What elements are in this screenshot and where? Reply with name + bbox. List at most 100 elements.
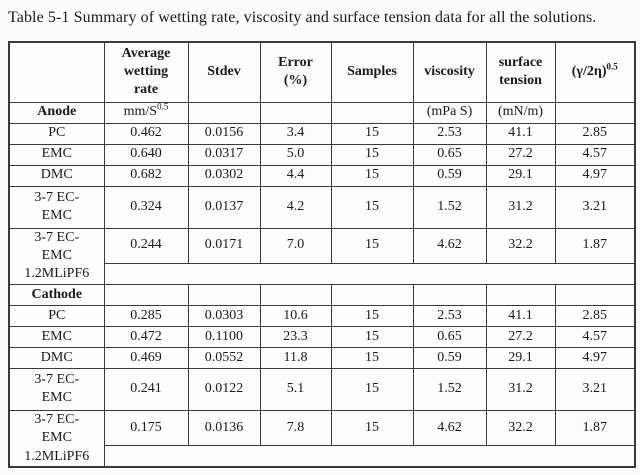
- empty-cell: [187, 283, 261, 306]
- cell-samples: 15: [330, 122, 414, 145]
- table-caption: Table 5-1 Summary of wetting rate, visco…: [8, 9, 597, 26]
- cell-samples: 15: [330, 346, 414, 369]
- cell-samples: 15: [330, 164, 414, 187]
- cell-viscosity: 1.52: [412, 185, 487, 229]
- cell-viscosity: 0.59: [412, 164, 487, 187]
- cell-ratio: 4.97: [554, 346, 636, 369]
- cell-avg: 0.462: [103, 122, 189, 145]
- cell-samples: 15: [330, 367, 414, 411]
- units-row: Anode mm/S0.5 (mPa S) (mN/m): [8, 101, 636, 124]
- cell-viscosity: 4.62: [412, 227, 487, 264]
- cell-avg: 0.640: [103, 143, 189, 166]
- row-label: EMC: [8, 143, 105, 166]
- cell-avg: 0.472: [103, 325, 189, 348]
- cell-samples: 15: [330, 409, 414, 447]
- cell-stdev: 0.0136: [187, 409, 261, 447]
- cell-viscosity: 1.52: [412, 367, 487, 411]
- header-ratio: (γ/2η)0.5: [554, 41, 636, 103]
- row-label: DMC: [8, 164, 105, 187]
- cell-avg: 0.324: [103, 185, 189, 229]
- empty-cell: [259, 101, 332, 124]
- table-row-cathode-pc: PC 0.285 0.0303 10.6 15 2.53 41.1 2.85: [8, 304, 636, 327]
- cell-avg: 0.285: [103, 304, 189, 327]
- unit-viscosity: (mPa S): [412, 101, 487, 124]
- ratio-base: (γ/2η): [571, 64, 607, 80]
- empty-cell: [412, 283, 487, 306]
- table-row-anode-ec-emc: 3-7 EC- EMC 0.324 0.0137 4.2 15 1.52 31.…: [8, 185, 636, 229]
- unit-wetting-exponent: 0.5: [157, 102, 169, 112]
- cell-avg: 0.244: [103, 227, 189, 264]
- cell-surface: 29.1: [485, 164, 556, 187]
- table-row-anode-pc: PC 0.462 0.0156 3.4 15 2.53 41.1 2.85: [8, 122, 636, 145]
- cell-ratio: 4.97: [554, 164, 636, 187]
- cell-stdev: 0.0303: [187, 304, 261, 327]
- cell-ratio: 2.85: [554, 304, 636, 327]
- cell-error: 5.0: [259, 143, 332, 166]
- cell-viscosity: 0.65: [412, 325, 487, 348]
- cell-error: 7.8: [259, 409, 332, 447]
- row-label: 3-7 EC- EMC: [8, 367, 105, 411]
- empty-cell: [187, 101, 261, 124]
- cell-viscosity: 4.62: [412, 409, 487, 447]
- header-corner-cell: [8, 41, 105, 103]
- cell-samples: 15: [330, 185, 414, 229]
- spacer-row: [9, 445, 636, 468]
- cell-error: 11.8: [259, 346, 332, 369]
- cell-surface: 32.2: [485, 409, 556, 447]
- data-table: Average wetting rate Stdev Error (%) Sam…: [8, 41, 636, 469]
- cell-avg: 0.469: [103, 346, 189, 369]
- section-row-cathode: Cathode: [8, 283, 636, 306]
- cell-samples: 15: [330, 143, 414, 166]
- table-row-cathode-dmc: DMC 0.469 0.0552 11.8 15 0.59 29.1 4.97: [8, 346, 636, 369]
- section-label-anode: Anode: [8, 101, 105, 124]
- cell-ratio: 3.21: [554, 185, 636, 229]
- row-label: 3-7 EC- EMC: [8, 185, 105, 229]
- cell-error: 7.0: [259, 227, 332, 264]
- cell-surface: 31.2: [485, 367, 556, 411]
- table-row-anode-dmc: DMC 0.682 0.0302 4.4 15 0.59 29.1 4.97: [8, 164, 636, 187]
- cell-stdev: 0.0317: [187, 143, 261, 166]
- row-label: DMC: [8, 346, 105, 369]
- header-row: Average wetting rate Stdev Error (%) Sam…: [8, 41, 636, 103]
- row-label: EMC: [8, 325, 105, 348]
- cell-stdev: 0.0302: [187, 164, 261, 187]
- cell-surface: 27.2: [485, 143, 556, 166]
- cell-ratio: 3.21: [554, 367, 636, 411]
- cell-viscosity: 0.59: [412, 346, 487, 369]
- cell-error: 23.3: [259, 325, 332, 348]
- cell-ratio: 1.87: [554, 409, 636, 447]
- cell-surface: 31.2: [485, 185, 556, 229]
- cell-viscosity: 2.53: [412, 122, 487, 145]
- cell-error: 10.6: [259, 304, 332, 327]
- row-label: 3-7 EC- EMC 1.2MLiPF6: [8, 227, 105, 285]
- cell-ratio: 1.87: [554, 227, 636, 264]
- table-row-cathode-ec-emc: 3-7 EC- EMC 0.241 0.0122 5.1 15 1.52 31.…: [8, 367, 636, 411]
- section-label-cathode: Cathode: [8, 283, 105, 306]
- table-row-anode-emc: EMC 0.640 0.0317 5.0 15 0.65 27.2 4.57: [8, 143, 636, 166]
- cell-avg: 0.241: [103, 367, 189, 411]
- cell-stdev: 0.0122: [187, 367, 261, 411]
- header-samples: Samples: [330, 41, 414, 103]
- empty-cell: [259, 283, 332, 306]
- cell-error: 5.1: [259, 367, 332, 411]
- header-avg-wetting-rate: Average wetting rate: [103, 41, 189, 103]
- spacer-row: [9, 262, 636, 285]
- cell-stdev: 0.0156: [187, 122, 261, 145]
- cell-ratio: 2.85: [554, 122, 636, 145]
- empty-cell: [485, 283, 556, 306]
- unit-wetting-rate: mm/S0.5: [103, 101, 189, 124]
- cell-error: 4.4: [259, 164, 332, 187]
- unit-wetting-base: mm/S: [123, 104, 158, 120]
- empty-cell: [554, 101, 636, 124]
- cell-samples: 15: [330, 227, 414, 264]
- table-row-cathode-emc: EMC 0.472 0.1100 23.3 15 0.65 27.2 4.57: [8, 325, 636, 348]
- cell-stdev: 0.1100: [187, 325, 261, 348]
- cell-error: 4.2: [259, 185, 332, 229]
- row-label: PC: [8, 122, 105, 145]
- header-error-pct: Error (%): [259, 41, 332, 103]
- cell-stdev: 0.0552: [187, 346, 261, 369]
- cell-avg: 0.175: [103, 409, 189, 447]
- cell-avg: 0.682: [103, 164, 189, 187]
- cell-surface: 27.2: [485, 325, 556, 348]
